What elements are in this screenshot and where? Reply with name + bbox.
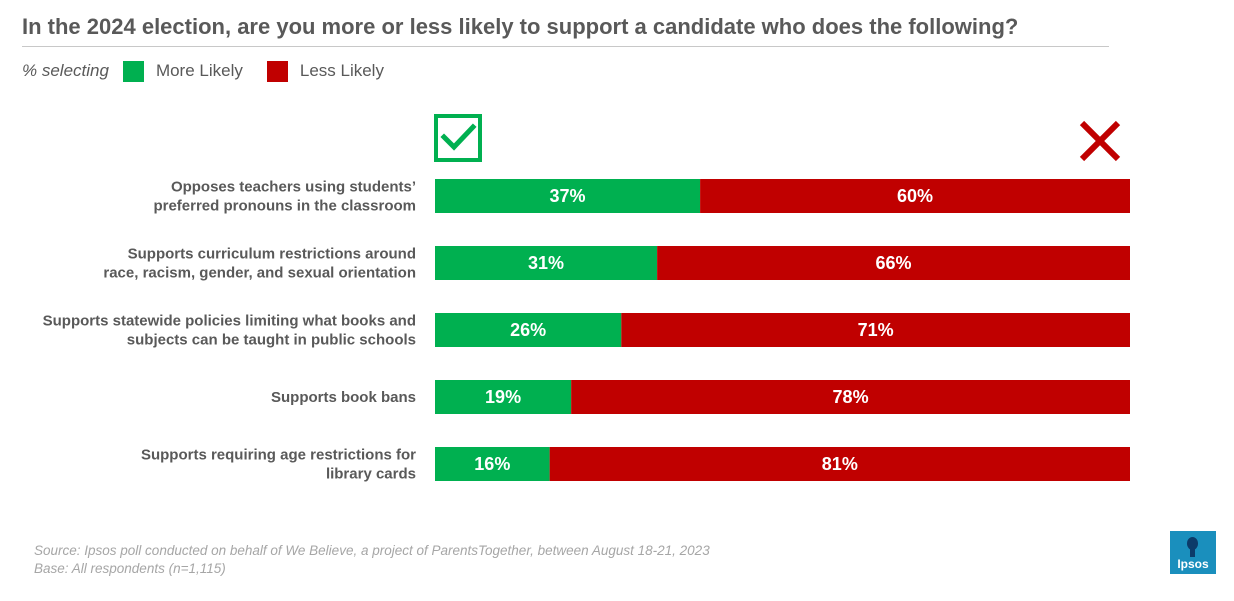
legend: % selecting More Likely Less Likely — [22, 59, 408, 83]
footnote-source: Source: Ipsos poll conducted on behalf o… — [34, 543, 710, 558]
bar-less-likely — [700, 179, 1130, 213]
value-label-less-likely: 60% — [897, 186, 933, 206]
bar-less-likely — [657, 246, 1130, 280]
value-label-less-likely: 66% — [876, 253, 912, 273]
value-label-more-likely: 16% — [474, 454, 510, 474]
bar-more-likely — [435, 380, 572, 414]
category-label: Opposes teachers using students’ preferre… — [153, 179, 416, 215]
bar-less-likely — [571, 380, 1130, 414]
legend-swatch-more-likely — [122, 60, 144, 82]
category-label: Supports book bans — [271, 389, 416, 406]
legend-label-less-likely: Less Likely — [299, 61, 384, 80]
footnote: Source: Ipsos poll conducted on behalf o… — [34, 542, 710, 578]
legend-lead: % selecting — [22, 61, 109, 80]
legend-label-more-likely: More Likely — [155, 61, 243, 80]
category-label: Supports requiring age restrictions for l… — [141, 447, 416, 483]
bar-more-likely — [435, 246, 658, 280]
value-label-more-likely: 37% — [550, 186, 586, 206]
value-label-more-likely: 31% — [528, 253, 564, 273]
page-title: In the 2024 election, are you more or le… — [22, 14, 1019, 39]
checkmark-icon — [434, 114, 482, 162]
category-label: Supports curriculum restrictions around r… — [103, 246, 416, 282]
value-label-more-likely: 26% — [510, 320, 546, 340]
logo-text: Ipsos — [1177, 557, 1209, 571]
bar-more-likely — [435, 447, 550, 481]
category-label: Supports statewide policies limiting wha… — [43, 313, 416, 349]
footnote-base: Base: All respondents (n=1,115) — [34, 561, 226, 576]
legend-swatch-less-likely — [266, 60, 288, 82]
value-label-less-likely: 81% — [822, 454, 858, 474]
value-label-more-likely: 19% — [485, 387, 521, 407]
x-mark-icon — [1077, 118, 1123, 164]
bar-less-likely — [621, 313, 1130, 347]
value-label-less-likely: 78% — [833, 387, 869, 407]
title-divider — [22, 46, 1109, 47]
bar-less-likely — [549, 447, 1130, 481]
bar-more-likely — [435, 313, 622, 347]
ipsos-logo: Ipsos — [1170, 531, 1216, 574]
value-label-less-likely: 71% — [858, 320, 894, 340]
bar-more-likely — [435, 179, 701, 213]
